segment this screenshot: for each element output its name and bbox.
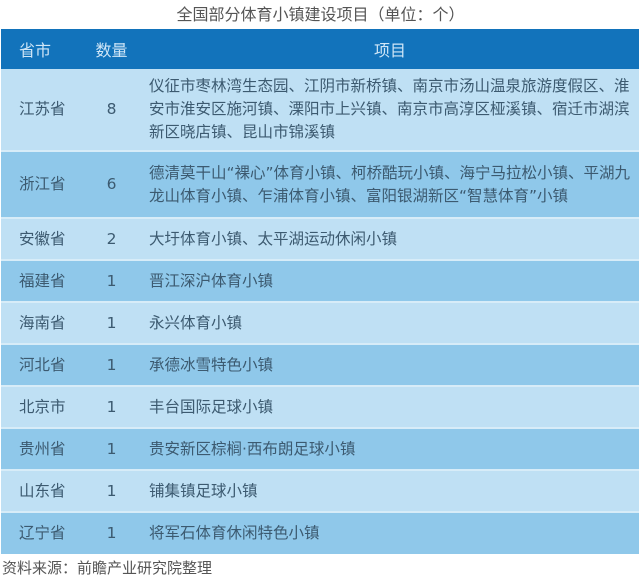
projects-cell: 铺集镇足球小镇 [141,469,639,512]
count-cell: 6 [83,150,141,218]
projects-cell: 大圩体育小镇、太平湖运动休闲小镇 [141,217,639,260]
count-cell: 1 [83,469,141,512]
province-cell: 海南省 [1,301,83,344]
projects-cell: 德清莫干山“裸心”体育小镇、柯桥酷玩小镇、海宁马拉松小镇、平湖九龙山体育小镇、乍… [141,150,639,218]
province-cell: 山东省 [1,469,83,512]
province-cell: 河北省 [1,343,83,386]
header-row: 省市 数量 项目 [1,29,639,69]
header-count: 数量 [83,29,141,69]
table-row: 浙江省 6 德清莫干山“裸心”体育小镇、柯桥酷玩小镇、海宁马拉松小镇、平湖九龙山体育… [1,150,639,218]
province-cell: 安徽省 [1,217,83,260]
table-title: 全国部分体育小镇建设项目（单位：个） [176,5,465,24]
table-row: 河北省 1 承德冰雪特色小镇 [1,343,639,386]
table-row: 海南省 1 永兴体育小镇 [1,301,639,344]
province-cell: 辽宁省 [1,511,83,554]
count-cell: 1 [83,427,141,470]
count-cell: 1 [83,385,141,428]
projects-cell: 永兴体育小镇 [141,301,639,344]
header-projects: 项目 [141,29,639,69]
projects-cell: 将军石体育休闲特色小镇 [141,511,639,554]
table-row: 福建省 1 晋江深沪体育小镇 [1,259,639,302]
projects-cell: 仪征市枣林湾生态园、江阴市新桥镇、南京市汤山温泉旅游度假区、淮安市淮安区施河镇、… [141,69,639,151]
count-cell: 2 [83,217,141,260]
count-cell: 1 [83,511,141,554]
table-row: 贵州省 1 贵安新区棕榈·西布朗足球小镇 [1,427,639,470]
table-row: 江苏省 8 仪征市枣林湾生态园、江阴市新桥镇、南京市汤山温泉旅游度假区、淮安市淮安区… [1,69,639,151]
count-cell: 1 [83,259,141,302]
projects-cell: 晋江深沪体育小镇 [141,259,639,302]
province-cell: 江苏省 [1,69,83,151]
projects-cell: 丰台国际足球小镇 [141,385,639,428]
count-cell: 1 [83,301,141,344]
count-cell: 8 [83,69,141,151]
projects-cell: 贵安新区棕榈·西布朗足球小镇 [141,427,639,470]
header-province: 省市 [1,29,83,69]
table-row: 北京市 1 丰台国际足球小镇 [1,385,639,428]
province-cell: 浙江省 [1,150,83,218]
province-cell: 贵州省 [1,427,83,470]
table-row: 山东省 1 铺集镇足球小镇 [1,469,639,512]
projects-cell: 承德冰雪特色小镇 [141,343,639,386]
source-note: 资料来源：前瞻产业研究院整理 [2,559,213,577]
count-cell: 1 [83,343,141,386]
table-row: 辽宁省 1 将军石体育休闲特色小镇 [1,511,639,554]
province-cell: 福建省 [1,259,83,302]
projects-table: 省市 数量 项目 江苏省 8 仪征市枣林湾生态园、江阴市新桥镇、南京市汤山温泉旅游度… [1,29,639,554]
province-cell: 北京市 [1,385,83,428]
table-row: 安徽省 2 大圩体育小镇、太平湖运动休闲小镇 [1,217,639,260]
